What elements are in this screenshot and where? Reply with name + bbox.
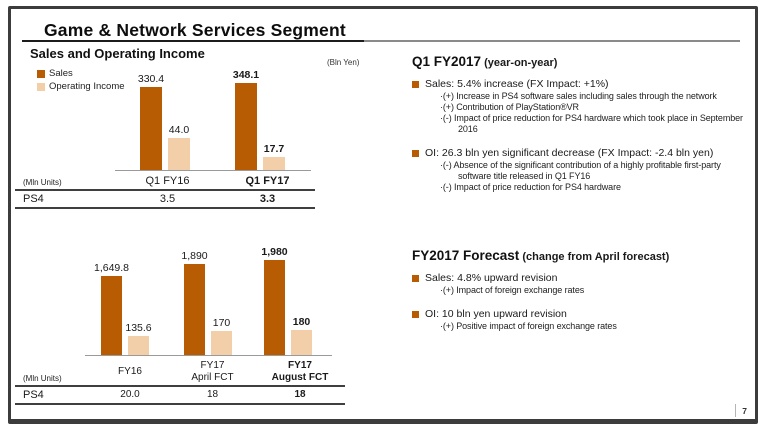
bar-group-q1fy17: 348.1 17.7 (233, 69, 285, 170)
page-number-area: 7 (735, 404, 747, 417)
bar-sales-q1fy17: 348.1 (233, 69, 259, 170)
bar-oi-fy16: 135.6 (125, 322, 152, 355)
bullet-oi-forecast: OI: 10 bln yen upward revision (412, 308, 755, 320)
ps4-units-table-quarterly: (Mln Units) Q1 FY16 Q1 FY17 PS4 3.5 3.3 (15, 175, 315, 209)
bar-group-fy16: 1,649.8 135.6 (94, 262, 152, 355)
bar-oi-q1fy16: 44.0 (168, 124, 190, 170)
legend-item-operating-income: Operating Income (37, 81, 125, 92)
table-row-ps4: PS4 3.5 3.3 (15, 191, 315, 209)
sub-bullets: ·(+) Positive impact of foreign exchange… (412, 321, 755, 332)
legend-item-sales: Sales (37, 68, 125, 79)
ps4-units-fy17-august: 18 (294, 389, 306, 401)
bar-value-label: 135.6 (125, 322, 152, 334)
bar-oi-fy17-august: 180 (291, 316, 312, 355)
sub-bullet: ·(-) Absence of the significant contribu… (440, 159, 721, 181)
sub-bullets: ·(-) Absence of the significant contribu… (412, 160, 755, 193)
bullet-text: OI: 10 bln yen upward revision (425, 307, 567, 320)
sub-bullet: ·(+) Positive impact of foreign exchange… (440, 320, 617, 331)
table-row-ps4: PS4 20.0 18 18 (15, 387, 345, 405)
section-fy2017-forecast: FY2017 Forecast (change from April forec… (412, 247, 755, 332)
column-header-fy16: FY16 (118, 365, 142, 377)
slide-title: Game & Network Services Segment (44, 20, 346, 40)
section-heading-suffix: (year-on-year) (481, 57, 558, 69)
bullet-square-icon (412, 149, 419, 157)
sub-bullet: ·(+) Contribution of PlayStation®VR (440, 101, 579, 112)
sub-bullet: ·(-) Impact of price reduction for PS4 h… (440, 112, 743, 134)
bullet-square-icon (412, 81, 419, 88)
ps4-units-q1fy16: 3.5 (159, 193, 176, 205)
section-heading-main: Q1 FY2017 (412, 54, 482, 69)
header-rule-dark-segment (22, 40, 364, 42)
bar-sales-fy16: 1,649.8 (94, 262, 129, 355)
column-header-q1fy16: Q1 FY16 (145, 175, 190, 187)
bullet-text: Sales: 4.8% upward revision (425, 272, 558, 284)
bar-value-label: 1,980 (261, 246, 288, 258)
bar-value-label: 348.1 (232, 69, 260, 81)
ps4-units-fy16: 20.0 (120, 389, 140, 401)
table-header-row: (Mln Units) FY16 FY17 April FCT FY17 Aug… (15, 359, 345, 387)
column-header-fy17-august: FY17 August FCT (271, 360, 329, 383)
row-header-ps4: PS4 (23, 389, 44, 401)
bar-value-label: 170 (212, 317, 231, 329)
page-number: 7 (742, 405, 747, 416)
ps4-units-q1fy17: 3.3 (259, 193, 276, 205)
bar-value-label: 1,890 (181, 250, 208, 262)
chart-legend: Sales Operating Income (37, 68, 125, 94)
bar-sales-fy17-august: 1,980 (261, 246, 288, 355)
column-header-fy17-april: FY17 April FCT (191, 360, 234, 383)
bar-group-fy17-april: 1,890 170 (181, 250, 232, 355)
bullet-square-icon (412, 275, 419, 282)
section-heading: Q1 FY2017 (year-on-year) (412, 53, 755, 71)
bar-value-label: 330.4 (137, 73, 165, 85)
operating-income-swatch-icon (37, 82, 45, 91)
sub-bullet: ·(-) Impact of price reduction for PS4 h… (440, 181, 621, 192)
header-rule (22, 40, 740, 42)
slide: Game & Network Services Segment Sales an… (8, 6, 758, 424)
bar-sales-fy17-april: 1,890 (181, 250, 208, 355)
bar-oi-fy17-april: 170 (211, 317, 232, 355)
page-number-divider (735, 404, 737, 417)
section-q1-fy2017: Q1 FY2017 (year-on-year) Sales: 5.4% inc… (412, 53, 755, 193)
bar-sales-q1fy16: 330.4 (138, 73, 164, 170)
bullet-sales-yoy: Sales: 5.4% increase (FX Impact: +1%) (412, 78, 755, 90)
bar-value-label: 17.7 (263, 143, 285, 155)
legend-label-operating-income: Operating Income (49, 81, 125, 92)
bullet-sales-forecast: Sales: 4.8% upward revision (412, 272, 755, 284)
bar-group-q1fy16: 330.4 44.0 (138, 73, 190, 170)
ps4-units-table-fiscal-year: (Mln Units) FY16 FY17 April FCT FY17 Aug… (15, 359, 345, 405)
chart-section-title: Sales and Operating Income (30, 46, 205, 61)
ps4-units-fy17-april: 18 (206, 389, 219, 401)
unit-label-bln-yen: (Bln Yen) (327, 58, 360, 67)
bar-value-label: 44.0 (168, 124, 190, 136)
sub-bullets: ·(+) Impact of foreign exchange rates (412, 285, 755, 296)
section-heading-main: FY2017 Forecast (412, 248, 520, 263)
legend-label-sales: Sales (49, 68, 73, 79)
bullet-oi-yoy: OI: 26.3 bln yen significant decrease (F… (412, 147, 755, 159)
bullet-text: OI: 26.3 bln yen significant decrease (F… (425, 146, 714, 159)
unit-label-mln-units: (Mln Units) (23, 178, 62, 187)
bar-value-label: 1,649.8 (93, 262, 130, 274)
quarterly-sales-oi-chart: 330.4 44.0 348.1 17.7 (115, 57, 311, 171)
table-header-row: (Mln Units) Q1 FY16 Q1 FY17 (15, 175, 315, 191)
row-header-ps4: PS4 (23, 193, 44, 205)
bullet-square-icon (412, 310, 419, 318)
sub-bullet: ·(+) Increase in PS4 software sales incl… (440, 91, 717, 101)
section-heading: FY2017 Forecast (change from April forec… (412, 247, 755, 265)
column-header-q1fy17: Q1 FY17 (245, 175, 290, 187)
fiscal-year-forecast-chart: 1,649.8 135.6 1,890 170 1,980 180 (85, 244, 332, 356)
sub-bullets: ·(+) Increase in PS4 software sales incl… (412, 91, 755, 135)
bullet-text: Sales: 5.4% increase (FX Impact: +1%) (425, 78, 609, 90)
sub-bullet: ·(+) Impact of foreign exchange rates (440, 285, 585, 295)
section-heading-suffix: (change from April forecast) (519, 251, 670, 263)
bar-group-fy17-august: 1,980 180 (261, 246, 312, 355)
sales-swatch-icon (37, 69, 45, 78)
unit-label-mln-units: (Mln Units) (23, 374, 62, 383)
bar-value-label: 180 (292, 316, 311, 328)
bar-oi-q1fy17: 17.7 (263, 143, 285, 170)
